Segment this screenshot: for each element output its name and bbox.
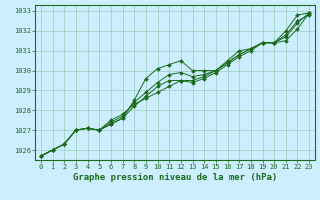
X-axis label: Graphe pression niveau de la mer (hPa): Graphe pression niveau de la mer (hPa) xyxy=(73,173,277,182)
